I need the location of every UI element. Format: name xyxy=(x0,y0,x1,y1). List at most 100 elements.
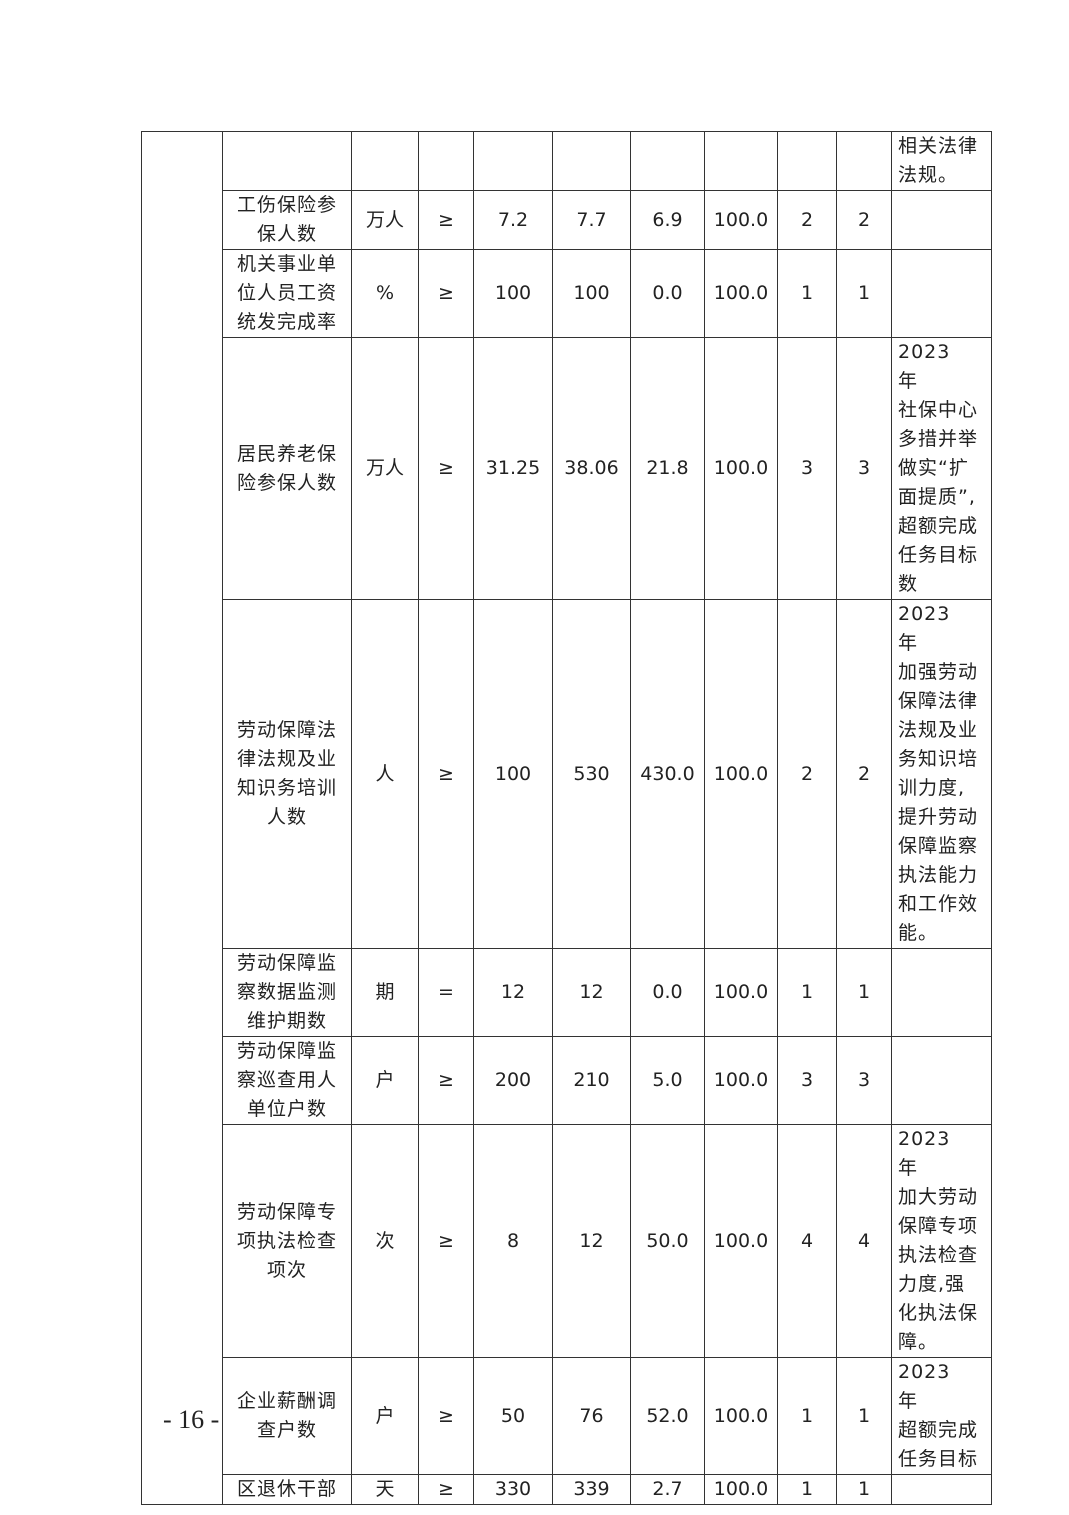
target-cell: 50 xyxy=(473,1357,553,1475)
actual-cell: 7.7 xyxy=(552,190,631,250)
table-row: 工伤保险参 保人数 万人 ≥7.2 7.7 6.9 100.0 2 2 xyxy=(142,190,992,250)
target-cell: 12 xyxy=(473,948,553,1037)
target-cell: 31.25 xyxy=(473,337,553,600)
weight-cell: 4 xyxy=(777,1124,837,1358)
name-cell: 劳动保障专 项执法检查 项次 xyxy=(222,1124,352,1358)
unit-cell: 万人 xyxy=(351,190,419,250)
remark-cell: 2023 年 社保中心 多措并举 做实“扩 面提质”, 超额完成 任务目标 数 xyxy=(891,337,992,600)
weight-cell: 1 xyxy=(777,1474,837,1505)
remark-cell xyxy=(891,1036,992,1125)
actual-cell: 530 xyxy=(552,599,631,949)
remark-cell xyxy=(891,948,992,1037)
unit-cell: % xyxy=(351,249,419,338)
table-row: 劳动保障法 律法规及业 知识务培训 人数人 ≥100 530 430.0 100.0 2 2… xyxy=(142,599,992,949)
table-row: 居民养老保 险参保人数 万人 ≥31.25 38.06 21.8 100.0 3 3 2023 … xyxy=(142,337,992,600)
score-cell: 1 xyxy=(836,1474,892,1505)
rate-cell: 100.0 xyxy=(704,948,778,1037)
target-cell: 100 xyxy=(473,599,553,949)
category-cell xyxy=(141,131,223,1505)
unit-cell: 天 xyxy=(351,1474,419,1505)
page-number: - 16 - xyxy=(163,1405,220,1434)
deviation-cell: 21.8 xyxy=(630,337,705,600)
actual-cell: 38.06 xyxy=(552,337,631,600)
op-cell: ≥ xyxy=(418,1124,474,1358)
remark-cell: 2023 年 超额完成 任务目标 xyxy=(891,1357,992,1475)
op-cell: ≥ xyxy=(418,1036,474,1125)
rate-cell: 100.0 xyxy=(704,337,778,600)
rate-cell: 100.0 xyxy=(704,1124,778,1358)
deviation-cell: 5.0 xyxy=(630,1036,705,1125)
table-row: 机关事业单 位人员工资 统发完成率% ≥100 100 0.0 100.0 1 1 xyxy=(142,249,992,338)
deviation-cell: 0.0 xyxy=(630,948,705,1037)
remark-cell xyxy=(891,1474,992,1505)
score-cell: 1 xyxy=(836,948,892,1037)
deviation-cell: 0.0 xyxy=(630,249,705,338)
unit-cell: 户 xyxy=(351,1357,419,1475)
score-cell: 3 xyxy=(836,1036,892,1125)
op-cell: ≥ xyxy=(418,1357,474,1475)
unit-cell: 万人 xyxy=(351,337,419,600)
remark-cell: 2023 年 加大劳动 保障专项 执法检查 力度,强 化执法保 障。 xyxy=(891,1124,992,1358)
unit-cell: 户 xyxy=(351,1036,419,1125)
table-row: 区退休干部天 ≥330 339 2.7 100.0 1 1 xyxy=(142,1474,992,1505)
actual-cell: 76 xyxy=(552,1357,631,1475)
actual-cell: 12 xyxy=(552,948,631,1037)
remark-cell xyxy=(891,249,992,338)
name-cell: 劳动保障监 察数据监测 维护期数 xyxy=(222,948,352,1037)
op-cell: ≥ xyxy=(418,190,474,250)
name-cell: 劳动保障法 律法规及业 知识务培训 人数 xyxy=(222,599,352,949)
rate-cell: 100.0 xyxy=(704,190,778,250)
remark-cell: 相关法律 法规。 xyxy=(891,131,992,191)
rate-cell: 100.0 xyxy=(704,1357,778,1475)
table-row: 劳动保障监 察巡查用人 单位户数户 ≥200 210 5.0 100.0 3 3 xyxy=(142,1036,992,1125)
weight-cell: 1 xyxy=(777,249,837,338)
unit-cell xyxy=(351,131,419,191)
op-cell: = xyxy=(418,948,474,1037)
weight-cell xyxy=(777,131,837,191)
rate-cell: 100.0 xyxy=(704,249,778,338)
target-cell: 200 xyxy=(473,1036,553,1125)
name-cell: 劳动保障监 察巡查用人 单位户数 xyxy=(222,1036,352,1125)
weight-cell: 3 xyxy=(777,1036,837,1125)
deviation-cell: 6.9 xyxy=(630,190,705,250)
target-cell: 330 xyxy=(473,1474,553,1505)
table-row: 企业薪酬调 查户数户 ≥50 76 52.0 100.0 1 1 2023 年 超额完成 任务… xyxy=(142,1357,992,1475)
name-cell: 区退休干部 xyxy=(222,1474,352,1505)
score-cell: 4 xyxy=(836,1124,892,1358)
target-cell xyxy=(473,131,553,191)
name-cell: 机关事业单 位人员工资 统发完成率 xyxy=(222,249,352,338)
unit-cell: 次 xyxy=(351,1124,419,1358)
weight-cell: 2 xyxy=(777,599,837,949)
name-cell: 企业薪酬调 查户数 xyxy=(222,1357,352,1475)
op-cell: ≥ xyxy=(418,337,474,600)
table-row: 劳动保障监 察数据监测 维护期数期 = 12 12 0.0 100.0 1 1 xyxy=(142,948,992,1037)
weight-cell: 2 xyxy=(777,190,837,250)
deviation-cell xyxy=(630,131,705,191)
name-cell xyxy=(222,131,352,191)
actual-cell: 100 xyxy=(552,249,631,338)
actual-cell xyxy=(552,131,631,191)
remark-cell xyxy=(891,190,992,250)
deviation-cell: 52.0 xyxy=(630,1357,705,1475)
remark-cell: 2023 年 加强劳动 保障法律 法规及业 务知识培 训力度, 提升劳动 保障监… xyxy=(891,599,992,949)
op-cell: ≥ xyxy=(418,1474,474,1505)
score-cell: 3 xyxy=(836,337,892,600)
target-cell: 100 xyxy=(473,249,553,338)
score-cell: 2 xyxy=(836,599,892,949)
performance-indicator-table: 相关法律 法规。 工伤保险参 保人数 万人 ≥7.2 7.7 6.9 100.0 2 2 机关事业… xyxy=(141,131,992,1505)
table-row: 相关法律 法规。 xyxy=(141,131,992,1505)
score-cell: 1 xyxy=(836,249,892,338)
rate-cell: 100.0 xyxy=(704,599,778,949)
actual-cell: 339 xyxy=(552,1474,631,1505)
deviation-cell: 50.0 xyxy=(630,1124,705,1358)
unit-cell: 期 xyxy=(351,948,419,1037)
target-cell: 8 xyxy=(473,1124,553,1358)
op-cell xyxy=(418,131,474,191)
target-cell: 7.2 xyxy=(473,190,553,250)
table-row: 劳动保障专 项执法检查 项次次 ≥8 12 50.0 100.0 4 4 2023 年 加大劳… xyxy=(142,1124,992,1358)
score-cell xyxy=(836,131,892,191)
weight-cell: 3 xyxy=(777,337,837,600)
deviation-cell: 430.0 xyxy=(630,599,705,949)
actual-cell: 210 xyxy=(552,1036,631,1125)
deviation-cell: 2.7 xyxy=(630,1474,705,1505)
